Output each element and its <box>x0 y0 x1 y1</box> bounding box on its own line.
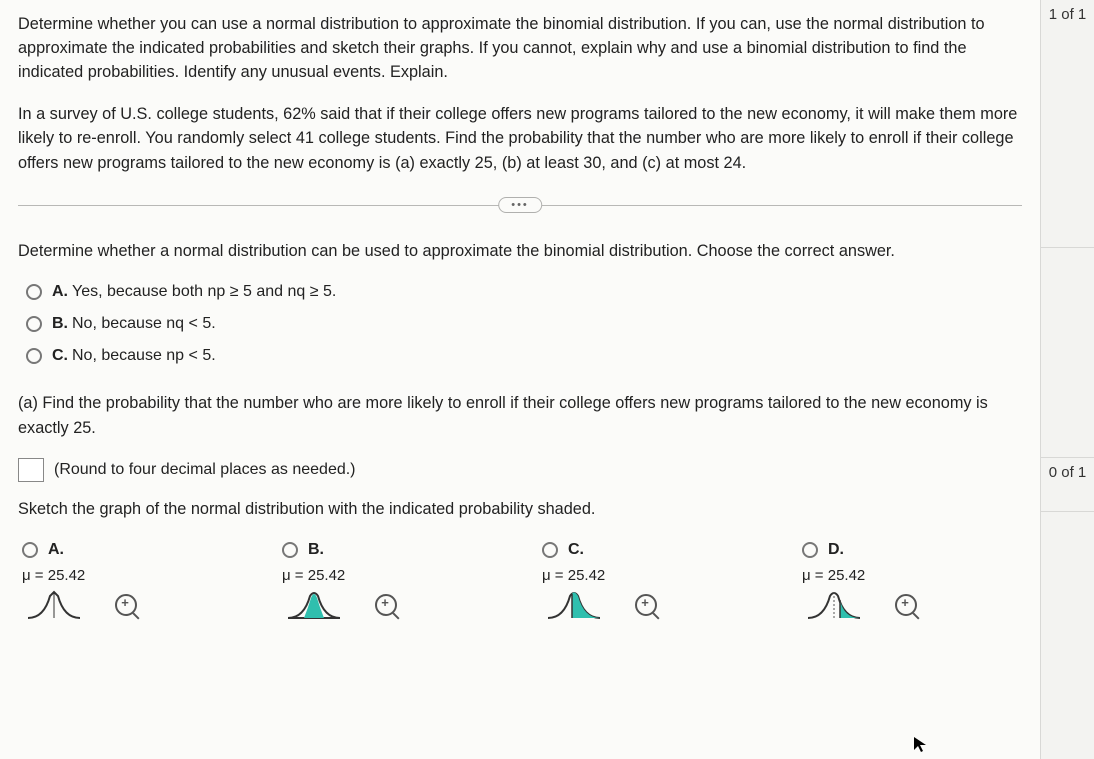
mc-prompt: Determine whether a normal distribution … <box>18 239 1022 263</box>
graph-option-c[interactable]: C. μ = 25.42 <box>542 541 742 622</box>
mu-label: μ = 25.42 <box>542 567 605 584</box>
radio-icon[interactable] <box>282 542 298 558</box>
mu-label: μ = 25.42 <box>22 567 85 584</box>
option-letter: A. <box>52 283 68 300</box>
zoom-icon[interactable] <box>635 594 657 616</box>
question-scenario: In a survey of U.S. college students, 62… <box>18 102 1022 174</box>
radio-icon[interactable] <box>802 542 818 558</box>
rounding-note: (Round to four decimal places as needed.… <box>54 461 356 479</box>
progress-cell-1: 1 of 1 <box>1041 0 1094 248</box>
progress-label: 1 of 1 <box>1049 6 1087 23</box>
mu-label: μ = 25.42 <box>282 567 345 584</box>
progress-cell-blank <box>1041 248 1094 458</box>
normal-curve-icon <box>544 588 604 622</box>
normal-curve-icon <box>804 588 864 622</box>
option-text: Yes, because both np ≥ 5 and nq ≥ 5. <box>72 283 336 300</box>
option-letter: C. <box>568 541 584 559</box>
radio-icon[interactable] <box>542 542 558 558</box>
mc-option-c[interactable]: C.No, because np < 5. <box>26 347 1022 365</box>
section-divider: ••• <box>18 193 1022 217</box>
radio-icon[interactable] <box>22 542 38 558</box>
option-text: No, because np < 5. <box>72 347 216 364</box>
sketch-prompt: Sketch the graph of the normal distribut… <box>18 500 1022 519</box>
ellipsis-icon[interactable]: ••• <box>498 197 542 213</box>
mu-label: μ = 25.42 <box>802 567 865 584</box>
answer-input[interactable] <box>18 458 44 482</box>
option-letter: A. <box>48 541 64 559</box>
zoom-icon[interactable] <box>375 594 397 616</box>
graph-options-row: A. μ = 25.42 B. μ = 25.42 <box>22 541 1022 622</box>
progress-sidebar: 1 of 1 0 of 1 <box>1040 0 1094 759</box>
answer-input-row: (Round to four decimal places as needed.… <box>18 458 1022 482</box>
radio-icon[interactable] <box>26 316 42 332</box>
progress-cell-2: 0 of 1 <box>1041 458 1094 512</box>
normal-curve-icon <box>24 588 84 622</box>
question-intro: Determine whether you can use a normal d… <box>18 12 1022 84</box>
graph-option-d[interactable]: D. μ = 25.42 <box>802 541 1002 622</box>
cursor-icon <box>912 735 930 753</box>
mc-option-b[interactable]: B.No, because nq < 5. <box>26 315 1022 333</box>
option-letter: B. <box>308 541 324 559</box>
radio-icon[interactable] <box>26 348 42 364</box>
option-text: No, because nq < 5. <box>72 315 216 332</box>
option-letter: B. <box>52 315 68 332</box>
option-letter: D. <box>828 541 844 559</box>
graph-option-b[interactable]: B. μ = 25.42 <box>282 541 482 622</box>
progress-cell-blank <box>1041 512 1094 759</box>
mc-options: A.Yes, because both np ≥ 5 and nq ≥ 5. B… <box>26 283 1022 365</box>
part-a-text: (a) Find the probability that the number… <box>18 391 1022 440</box>
zoom-icon[interactable] <box>895 594 917 616</box>
question-panel: Determine whether you can use a normal d… <box>0 0 1040 759</box>
progress-label: 0 of 1 <box>1049 464 1087 481</box>
graph-option-a[interactable]: A. μ = 25.42 <box>22 541 222 622</box>
zoom-icon[interactable] <box>115 594 137 616</box>
option-letter: C. <box>52 347 68 364</box>
mc-option-a[interactable]: A.Yes, because both np ≥ 5 and nq ≥ 5. <box>26 283 1022 301</box>
normal-curve-icon <box>284 588 344 622</box>
radio-icon[interactable] <box>26 284 42 300</box>
